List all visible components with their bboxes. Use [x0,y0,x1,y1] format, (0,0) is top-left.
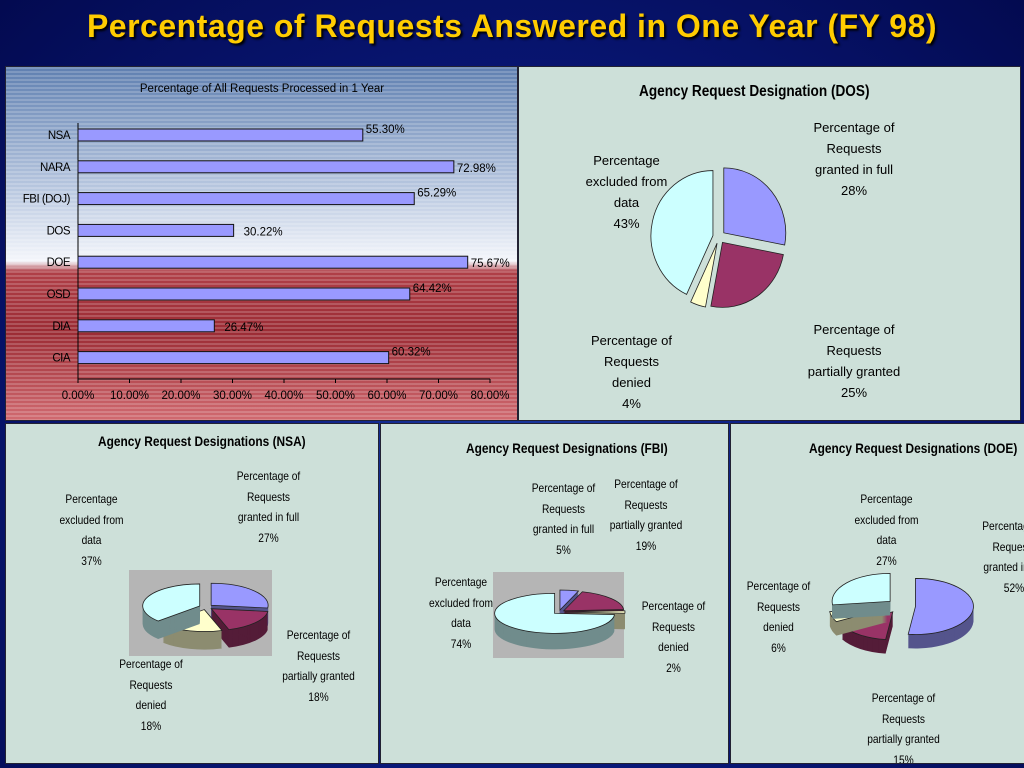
pie-label-granted: Percentage of Requests granted in full 2… [813,120,895,198]
pie-label-excluded: Percentage excluded from data 27% [854,492,919,568]
slice-granted-in-full [723,167,787,246]
pie-label-granted: Percentage of Requests granted in full 5… [982,519,1024,595]
pie-title: Agency Request Designations (FBI) [466,440,668,456]
y-tick-label: NARA [40,162,71,174]
x-tick-label: 20.00% [161,390,200,402]
pie-label-excluded: Percentage excluded from data 74% [428,575,494,651]
x-tick-label: 40.00% [264,390,303,402]
bar [77,319,215,333]
bar [77,192,415,206]
x-tick-label: 10.00% [110,390,149,402]
bar [77,255,469,269]
x-tick-label: 30.00% [213,390,252,402]
y-tick-label: DOS [47,225,71,237]
y-tick-label: CIA [52,353,71,365]
pie-label-partial: Percentage of Requests partially granted… [609,477,683,553]
pie-label-partial: Percentage of Requests partially granted… [867,691,940,764]
bar [77,223,235,237]
pie-label-partial: Percentage of Requests partially granted… [282,628,355,704]
data-label: 60.32% [392,347,431,359]
data-label: 55.30% [366,124,405,136]
y-tick-label: OSD [47,289,71,301]
slice-denied [564,610,626,614]
y-tick-label: NSA [48,130,71,142]
data-label: 65.29% [417,188,456,200]
slice-granted-in-full [210,582,269,609]
pie-panel-doe: Agency Request Designations (DOE) Percen… [730,423,1024,764]
pie-label-denied: Percentage of Requests denied 4% [591,333,672,411]
pie-title: Agency Request Designation (DOS) [639,83,870,100]
slice-partially-granted [210,608,269,631]
slice-excluded [142,583,201,622]
pie-panel-nsa: Agency Request Designations (NSA) Percen… [5,423,379,764]
slice-partially-granted [562,591,625,612]
chart-title: Percentage of All Requests Processed in … [140,83,384,95]
slice-granted-in-full [907,578,974,635]
data-label: 26.47% [224,322,263,334]
pie-title: Agency Request Designations (NSA) [98,433,306,449]
pie-label-partial: Percentage of Requests partially granted… [807,322,901,400]
y-tick-label: FBI (DOJ) [23,194,71,206]
data-label: 75.67% [471,258,510,270]
y-tick-label: DOE [47,257,71,269]
pie-label-excluded: Percentage excluded from data 37% [59,492,124,568]
pie-label-granted: Percentage of Requests granted in full 5… [531,481,596,557]
pie-title: Agency Request Designations (DOE) [809,440,1018,456]
slice-denied [690,243,718,308]
y-tick-label: DIA [52,321,71,333]
pie-panel-dos: Agency Request Designation (DOS) Percent… [518,66,1021,421]
bar [77,351,390,365]
pie-label-excluded: Percentage excluded from data 43% [585,153,668,231]
x-tick-label: 60.00% [367,390,406,402]
bar [77,160,455,174]
slice-excluded [831,572,891,606]
slice-excluded [494,592,615,634]
x-tick-label: 80.00% [470,390,509,402]
data-label: 72.98% [457,163,496,175]
pie-label-denied: Percentage of Requests denied 2% [641,599,706,675]
bar-chart-panel: Percentage of All Requests Processed in … [5,66,518,421]
bar [77,287,411,301]
data-label: 64.42% [413,283,452,295]
slide-title: Percentage of Requests Answered in One Y… [86,8,938,44]
bar [77,128,364,142]
data-label: 30.22% [244,226,283,238]
x-tick-label: 70.00% [419,390,458,402]
slice-excluded [650,170,714,295]
slice-granted-in-full [559,589,580,612]
x-tick-label: 0.00% [62,390,95,402]
pie-label-denied: Percentage of Requests denied 6% [746,579,811,655]
pie-label-denied: Percentage of Requests denied 18% [119,657,183,733]
pie-label-granted: Percentage of Requests granted in full 2… [236,469,301,545]
slice-partially-granted [710,241,784,308]
x-tick-label: 50.00% [316,390,355,402]
pie-panel-fbi: Agency Request Designations (FBI) Percen… [380,423,729,764]
